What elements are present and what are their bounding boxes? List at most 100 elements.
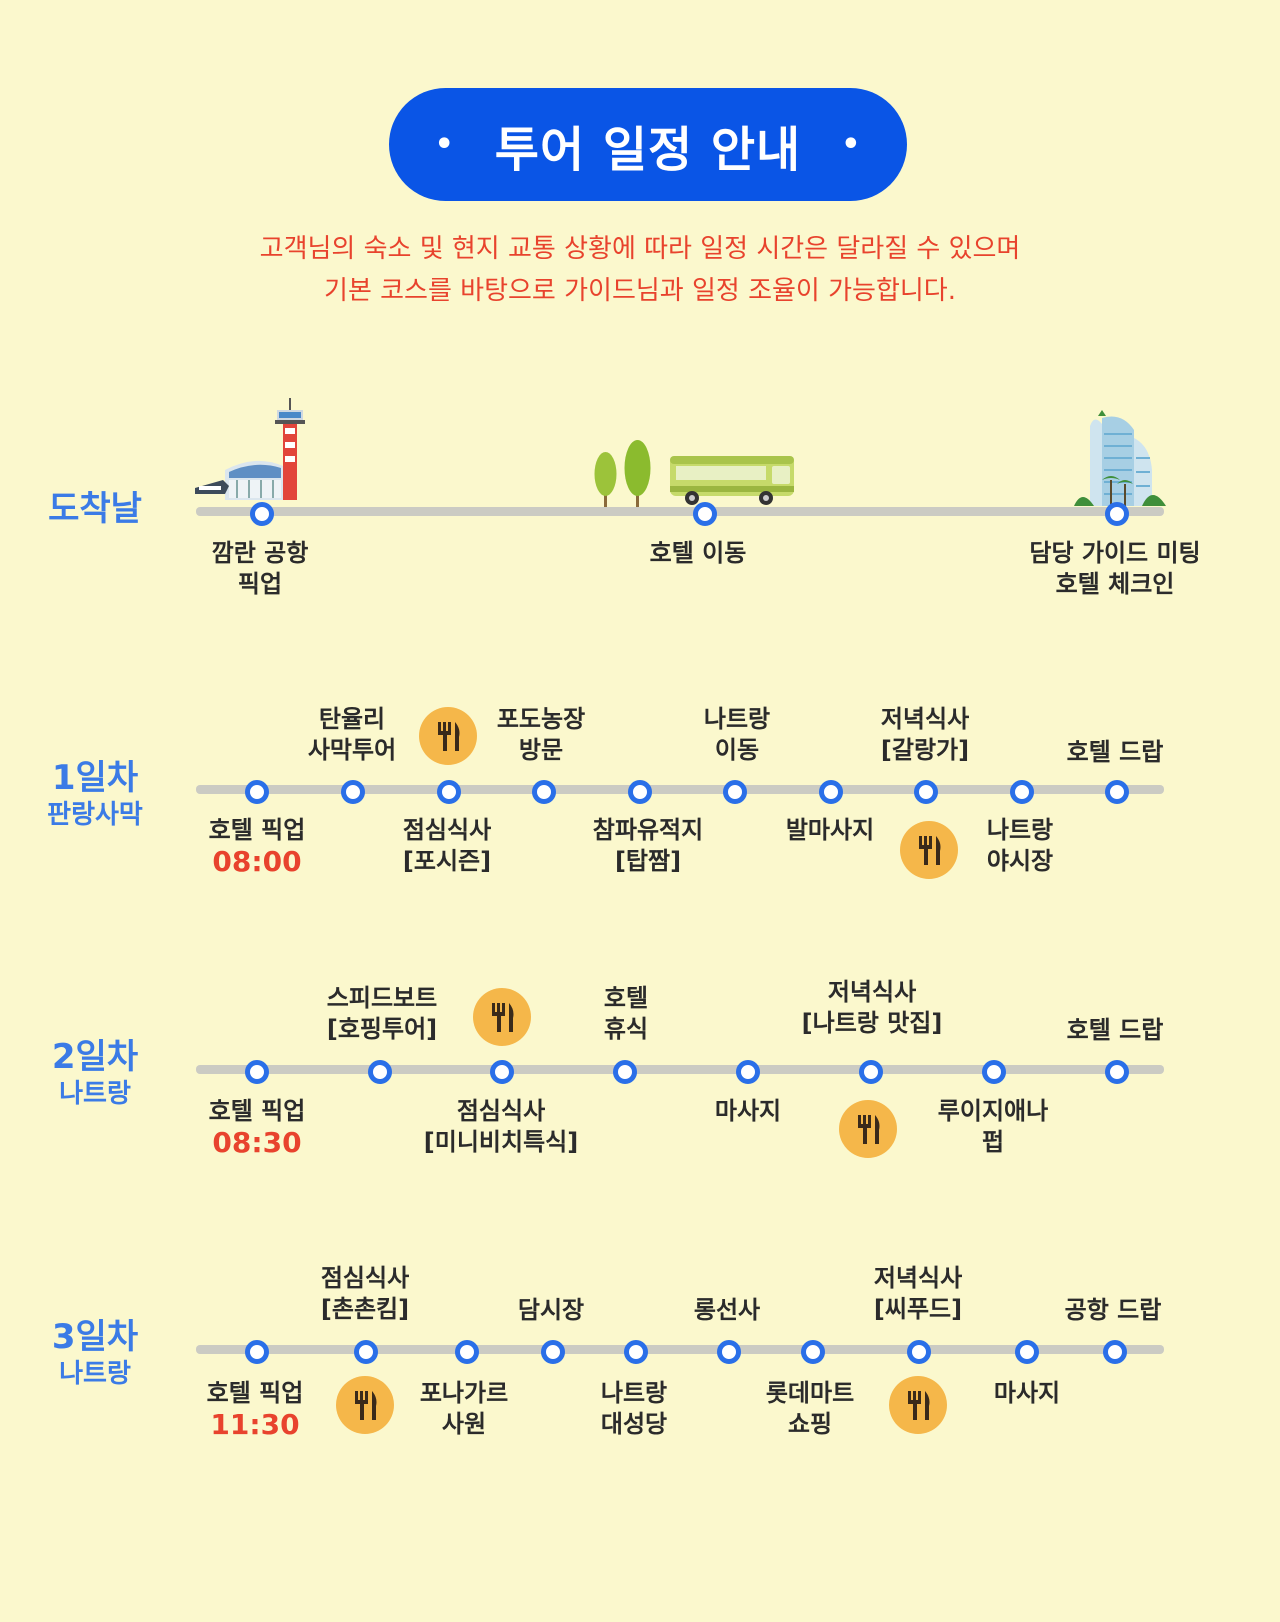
stop-line1: 스피드보트 <box>326 984 438 1012</box>
stop-line1: 호텔 <box>603 984 649 1012</box>
day3-node[interactable] <box>1015 1340 1039 1364</box>
day2-label: 2일차 나트랑 <box>0 1036 190 1110</box>
day1-node[interactable] <box>914 780 938 804</box>
arrival-day-label: 도착날 <box>0 488 190 530</box>
stop-line1: 깜란 공항 <box>211 539 309 567</box>
day1-node[interactable] <box>1105 780 1129 804</box>
stop-line1: 점심식사 <box>320 1264 410 1292</box>
stop-line2: [씨푸드] <box>873 1295 963 1323</box>
day2-node[interactable] <box>613 1060 637 1084</box>
meal-icon <box>839 1100 897 1158</box>
day3-node[interactable] <box>354 1340 378 1364</box>
stop-line1: 호텔 드랍 <box>1066 1016 1164 1044</box>
day1-top-stop: 포도농장 방문 <box>441 704 641 766</box>
day3-track <box>196 1345 1164 1354</box>
day3-bottom-stop: 나트랑 대성당 <box>534 1378 734 1440</box>
stop-line2: [포시즌] <box>402 847 492 875</box>
day3-top-stop: 저녁식사 [씨푸드] <box>818 1263 1018 1325</box>
day3-node[interactable] <box>245 1340 269 1364</box>
day1-top-stop: 호텔 드랍 <box>1015 737 1215 768</box>
stop-line1: 저녁식사 <box>880 705 970 733</box>
day2-node[interactable] <box>245 1060 269 1084</box>
day3-node[interactable] <box>455 1340 479 1364</box>
stop-line2: 펍 <box>981 1128 1005 1156</box>
day3-node[interactable] <box>624 1340 648 1364</box>
stop-line1: 나트랑 <box>703 705 771 733</box>
stop-line2: [호핑투어] <box>326 1015 438 1043</box>
arrival-node[interactable] <box>250 502 274 526</box>
stop-line2: 대성당 <box>600 1410 668 1438</box>
day-title: 1일차 <box>51 758 139 798</box>
day3-bottom-stop: 마사지 <box>927 1378 1127 1409</box>
day2-node[interactable] <box>1105 1060 1129 1084</box>
arrival-track <box>196 507 1164 516</box>
title-text: 투어 일정 안내 <box>494 121 802 178</box>
day3-top-stop: 담시장 <box>451 1295 651 1326</box>
day1-node[interactable] <box>341 780 365 804</box>
day-place: 나트랑 <box>59 1359 131 1389</box>
day3-label: 3일차 나트랑 <box>0 1316 190 1390</box>
day-place: 판랑사막 <box>47 800 143 830</box>
day3-node[interactable] <box>907 1340 931 1364</box>
day-title: 2일차 <box>51 1037 139 1077</box>
bus-icon <box>670 456 794 505</box>
start-label: 호텔 픽업 <box>208 816 306 844</box>
trees-icon <box>594 440 651 508</box>
day1-node[interactable] <box>819 780 843 804</box>
stop-line1: 발마사지 <box>785 816 875 844</box>
day-place: 나트랑 <box>59 1079 131 1109</box>
day3-top-stop: 점심식사 [촌촌킴] <box>265 1263 465 1325</box>
day1-bottom-stop: 점심식사 [포시즌] <box>347 815 547 877</box>
day2-node[interactable] <box>736 1060 760 1084</box>
arrival-stop: 깜란 공항 픽업 <box>160 538 360 600</box>
airport-icon <box>195 398 305 500</box>
stop-line2: [촌촌킴] <box>320 1295 410 1323</box>
stop-line1: 포도농장 <box>496 705 586 733</box>
stop-line1: 나트랑 <box>600 1379 668 1407</box>
stop-line1: 루이지애나 <box>937 1097 1049 1125</box>
stop-line1: 담시장 <box>517 1296 585 1324</box>
arrival-node[interactable] <box>693 502 717 526</box>
stop-line1: 나트랑 <box>986 816 1054 844</box>
day3-node[interactable] <box>717 1340 741 1364</box>
meal-icon <box>336 1376 394 1434</box>
day2-node[interactable] <box>859 1060 883 1084</box>
day2-node[interactable] <box>368 1060 392 1084</box>
stop-line2: 사막투어 <box>307 736 397 764</box>
stop-line2: 방문 <box>518 736 564 764</box>
stop-line1: 롯데마트 <box>765 1379 855 1407</box>
day-title: 3일차 <box>51 1317 139 1357</box>
day3-node[interactable] <box>1103 1340 1127 1364</box>
stop-line1: 공항 드랍 <box>1064 1296 1162 1324</box>
day1-node[interactable] <box>437 780 461 804</box>
stop-line1: 탄율리 <box>318 705 386 733</box>
stop-line1: 마사지 <box>714 1097 782 1125</box>
day3-node[interactable] <box>801 1340 825 1364</box>
day1-top-stop: 저녁식사 [갈랑가] <box>825 704 1025 766</box>
stop-line2: 야시장 <box>986 847 1054 875</box>
day1-node[interactable] <box>1010 780 1034 804</box>
day-title: 도착날 <box>48 489 142 529</box>
stop-line2: 휴식 <box>603 1015 649 1043</box>
stop-line1: 저녁식사 <box>873 1264 963 1292</box>
day1-node[interactable] <box>245 780 269 804</box>
start-label: 호텔 픽업 <box>206 1379 304 1407</box>
meal-icon <box>889 1376 947 1434</box>
day1-node[interactable] <box>532 780 556 804</box>
day2-node[interactable] <box>490 1060 514 1084</box>
stop-line1: 점심식사 <box>402 816 492 844</box>
arrival-node[interactable] <box>1105 502 1129 526</box>
stop-line2: 사원 <box>441 1410 487 1438</box>
day1-node[interactable] <box>723 780 747 804</box>
stop-line1: 호텔 이동 <box>649 539 747 567</box>
day3-node[interactable] <box>541 1340 565 1364</box>
stop-line1: 롱선사 <box>693 1296 761 1324</box>
notice-line-1: 고객님의 숙소 및 현지 교통 상황에 따라 일정 시간은 달라질 수 있으며 <box>259 234 1021 264</box>
stop-line1: 저녁식사 <box>827 978 917 1006</box>
stop-line2: [탑짬] <box>614 847 682 875</box>
day2-node[interactable] <box>982 1060 1006 1084</box>
stop-line1: 참파유적지 <box>592 816 704 844</box>
stop-line1: 마사지 <box>993 1379 1061 1407</box>
day1-node[interactable] <box>628 780 652 804</box>
stop-line1: 포나가르 <box>419 1379 509 1407</box>
